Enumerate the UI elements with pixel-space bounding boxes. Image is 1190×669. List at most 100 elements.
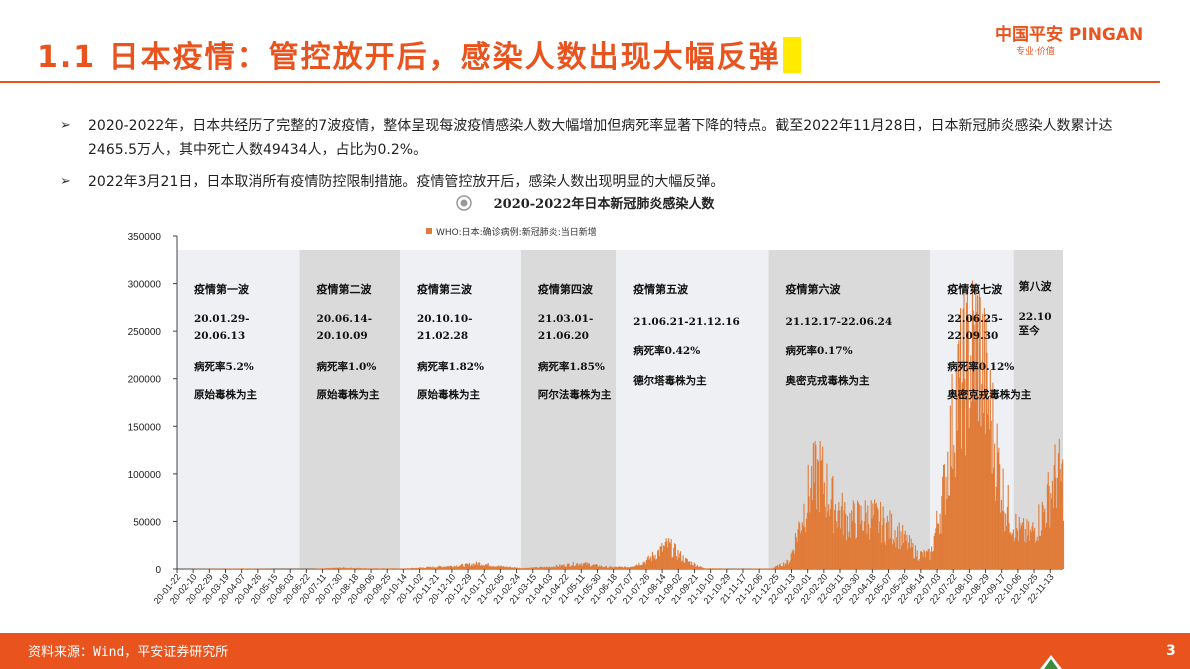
chart-bar [352,568,354,569]
chart-bar [558,566,560,569]
chart-bar [545,566,547,569]
chart-bar [822,493,825,569]
chart-bar [587,562,589,569]
chart-bar [683,562,685,569]
wave-label: 病死率1.0% [317,360,377,373]
chart-bar [543,566,545,569]
chart-bar [636,564,638,569]
chart-bar [542,567,544,569]
chart-bar [695,566,697,569]
chart-bar [487,563,489,569]
chart-bar [708,568,711,569]
chart-bar [625,567,627,569]
chart-bar [852,500,854,569]
chart-bar [241,568,243,569]
chart-bar [804,527,806,569]
chart-bar [959,377,961,569]
chart-bar [489,565,491,569]
chart-bar [391,568,393,569]
chart-bar [519,567,521,569]
chart-bar [843,510,845,569]
chart-bar [851,510,853,569]
chart-bar [799,523,801,569]
chart-bar [662,551,664,569]
chart-bar [1020,523,1022,569]
chart-bar [472,566,474,569]
chart-bar [864,500,866,569]
chart-bar [450,565,452,569]
chart-bar [765,568,767,569]
chart-bar [514,567,516,569]
chart-bar [979,297,981,569]
chart-bar [949,405,951,569]
chart-bar [705,568,707,569]
chart-bar [953,444,955,569]
chart-bar [502,566,504,569]
chart-bar [412,567,414,569]
chart-bar [773,567,775,569]
wave-label: 22.10 [1019,311,1052,323]
chart-bar [482,564,484,569]
chart-bar [577,565,579,569]
chart-bar [612,567,614,569]
chart-bar [892,539,894,569]
chart-bar [821,459,823,569]
chart-bar [330,568,332,569]
chart-bar [564,566,566,569]
chart-bar [660,546,662,569]
chart-bar [651,551,654,569]
chart-bar [445,566,448,569]
chart-bar [621,566,623,569]
chart-bar [628,567,630,569]
chart-bar [916,550,918,569]
chart-bar [640,565,642,569]
wave-label: 至今 [1019,324,1040,337]
chart-bar [952,468,954,569]
chart-bar [606,567,608,569]
chart-bar [928,548,930,569]
chart-bar [553,566,555,569]
chart-bar [477,565,479,569]
wave-label: 奥密克戎毒株为主 [786,374,870,387]
chart-bar [485,564,488,569]
chart-bar [492,566,494,569]
chart-bar [886,515,888,569]
chart-bar [565,566,568,569]
chart-bar [882,506,884,569]
chart-bar [943,464,945,569]
chart-bar [992,382,994,569]
chart-bar [677,550,679,569]
chart-bar [499,566,501,569]
chart-bar [696,566,698,569]
chart-bar [688,561,690,569]
chart-bar [556,565,558,569]
chart-bar [563,564,565,569]
chart-bar [709,568,711,569]
chart-bar [845,540,848,569]
chart-bar [337,567,339,569]
chart-bar [613,566,615,569]
chart-bar [690,564,692,569]
chart-bar [582,565,584,569]
chart-bar [1018,516,1020,569]
chart-bar [942,476,944,569]
chart-bar [938,534,940,569]
chart-bar [776,565,778,569]
chart-bar [973,324,975,569]
chart-bar [819,440,821,569]
chart-bar [585,562,587,569]
chart-bar [342,567,344,569]
chart-bar [900,531,902,569]
chart-bar [944,514,946,569]
chart-bar [469,566,471,569]
wave-band [520,250,617,569]
chart-bar [987,414,989,569]
chart-bar [802,525,804,569]
chart-bar [451,567,454,569]
chart-bar [586,565,588,569]
chart-bar [641,564,643,569]
wave-label: 疫情第一波 [194,282,250,296]
chart-bar [550,566,552,569]
chart-bar [494,566,496,569]
bullet-arrow-icon: ➢ [60,174,71,189]
